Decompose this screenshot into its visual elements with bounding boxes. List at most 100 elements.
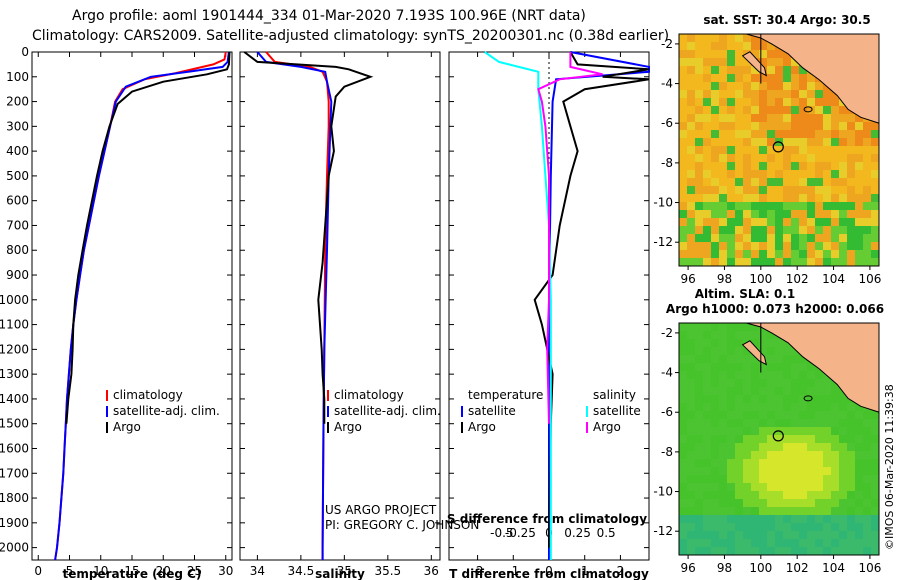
map-bottom: 96 98 100 102 104 106 -2 -4 -6 -8 -10 -12: [653, 322, 881, 575]
y-tick-label: 1200: [0, 342, 29, 356]
legend-label: climatology: [113, 388, 183, 402]
series-line-t-satellite: [548, 51, 650, 560]
x-tick-label: 30: [218, 564, 233, 578]
secondary-tick-label: -0.5: [490, 526, 513, 540]
secondary-axis-label: S difference from climatology: [447, 512, 647, 526]
y-tick-label: 1700: [0, 466, 29, 480]
panel-temperature: 0 5 10 15 20 25 30 temperature (deg C): [31, 51, 233, 580]
legend-label: Argo: [334, 420, 362, 434]
y-tick-label: 800: [6, 243, 29, 257]
y-tick-label: 0: [21, 45, 29, 59]
y-tick-label: 100: [6, 70, 29, 84]
x-tick-label: 10: [93, 564, 108, 578]
x-tick-label: 20: [156, 564, 171, 578]
legend-label: satellite: [468, 404, 516, 418]
x-tick-label: 1: [581, 564, 589, 578]
map-top: 96 98 100 102 104 106 -2 -4 -6 -8 -10 -12: [653, 33, 881, 286]
map-y-tick-label: -6: [661, 116, 673, 130]
legend-temperature: climatology satellite-adj. clim. Argo: [106, 388, 220, 434]
map-bottom-title2: Argo h1000: 0.073 h2000: 0.066: [666, 302, 884, 316]
x-tick-label: -2: [472, 564, 484, 578]
map-x-tick-label: 102: [786, 561, 809, 575]
title-line2: Climatology: CARS2009. Satellite-adjuste…: [32, 28, 669, 44]
map-y-tick-label: -6: [661, 405, 673, 419]
credit-line2: PI: GREGORY C. JOHNSON: [325, 518, 479, 532]
legend-heading: salinity: [593, 388, 636, 402]
map-y-tick-label: -4: [661, 366, 673, 380]
x-axis-label: salinity: [315, 567, 365, 580]
map-x-tick-label: 96: [680, 561, 695, 575]
x-axis-label: T difference from climatology: [449, 567, 649, 580]
legend-label: satellite-adj. clim.: [334, 404, 441, 418]
legend-label: Argo: [113, 420, 141, 434]
argo-location-marker: [772, 141, 784, 153]
map-x-tick-label: 98: [717, 272, 732, 286]
y-tick-label: 2000: [0, 541, 29, 555]
map-field: [679, 323, 879, 555]
x-tick-label: 34: [250, 564, 265, 578]
x-tick-label: 36: [424, 564, 439, 578]
series-line-s-argo: [537, 52, 603, 424]
map-y-tick-label: -12: [653, 524, 673, 538]
legend-heading: temperature: [468, 388, 543, 402]
series-line-argo: [243, 51, 374, 424]
map-y-tick-label: -2: [661, 326, 673, 340]
argo-location-marker: [772, 430, 784, 442]
series-line-satellite-adj-clim-: [256, 51, 333, 560]
y-tick-label: 600: [6, 194, 29, 208]
map-x-tick-label: 102: [786, 272, 809, 286]
x-tick-label: 34.5: [288, 564, 315, 578]
y-tick-label: 900: [6, 268, 29, 282]
title-line1: Argo profile: aoml 1901444_334 01-Mar-20…: [72, 8, 586, 24]
map-y-tick-label: -8: [661, 156, 673, 170]
y-tick-label: 1900: [0, 516, 29, 530]
series-line-satellite-adj-clim-: [54, 51, 230, 561]
map-top-title: sat. SST: 30.4 Argo: 30.5: [703, 13, 870, 27]
map-x-tick-label: 104: [822, 272, 845, 286]
y-tick-label: 1800: [0, 491, 29, 505]
island-enggano: [803, 106, 813, 113]
y-tick-label: 400: [6, 144, 29, 158]
land-mass: [746, 34, 879, 124]
map-x-tick-label: 100: [749, 272, 772, 286]
series-line-argo: [65, 51, 231, 424]
x-tick-label: 2: [617, 564, 625, 578]
series-line-t-argo: [533, 51, 650, 548]
y-tick-label: 1300: [0, 367, 29, 381]
legend-label: Argo: [468, 420, 496, 434]
island-enggano: [803, 395, 813, 402]
map-x-tick-label: 100: [749, 561, 772, 575]
panel-salinity: 34 34.5 35 35.5 36 salinity: [239, 51, 441, 580]
x-tick-label: 5: [66, 564, 74, 578]
map-y-tick-label: -2: [661, 37, 673, 51]
map-x-tick-label: 106: [858, 272, 881, 286]
map-y-tick-label: -8: [661, 445, 673, 459]
legend-salinity: climatology satellite-adj. clim. Argo: [327, 388, 441, 434]
legend-label: satellite-adj. clim.: [113, 404, 220, 418]
secondary-tick-label: 0.5: [597, 526, 616, 540]
map-bottom-title1: Altim. SLA: 0.1: [695, 287, 796, 301]
panel-frame: [239, 51, 441, 561]
y-tick-label: 200: [6, 95, 29, 109]
land-mass: [746, 323, 879, 413]
panel-difference: -2 -1 0 1 2T difference from climatology -0.5…: [447, 51, 650, 580]
x-tick-label: 0: [34, 564, 42, 578]
map-frame: [678, 33, 880, 267]
map-x-tick-label: 98: [717, 561, 732, 575]
y-tick-label: 1100: [0, 318, 29, 332]
map-y-tick-label: -12: [653, 235, 673, 249]
y-tick-label: 500: [6, 169, 29, 183]
map-y-tick-label: -10: [653, 196, 673, 210]
map-x-tick-label: 106: [858, 561, 881, 575]
series-line-climatology: [54, 51, 227, 561]
y-tick-label: 1000: [0, 293, 29, 307]
x-tick-label: 25: [187, 564, 202, 578]
y-tick-label: 300: [6, 119, 29, 133]
x-axis-label: temperature (deg C): [63, 567, 202, 580]
x-tick-label: 0: [545, 564, 553, 578]
x-tick-label: 15: [124, 564, 139, 578]
y-tick-label: 1600: [0, 441, 29, 455]
x-tick-label: 35.5: [374, 564, 401, 578]
map-y-tick-label: -10: [653, 485, 673, 499]
y-tick-label: 1400: [0, 392, 29, 406]
